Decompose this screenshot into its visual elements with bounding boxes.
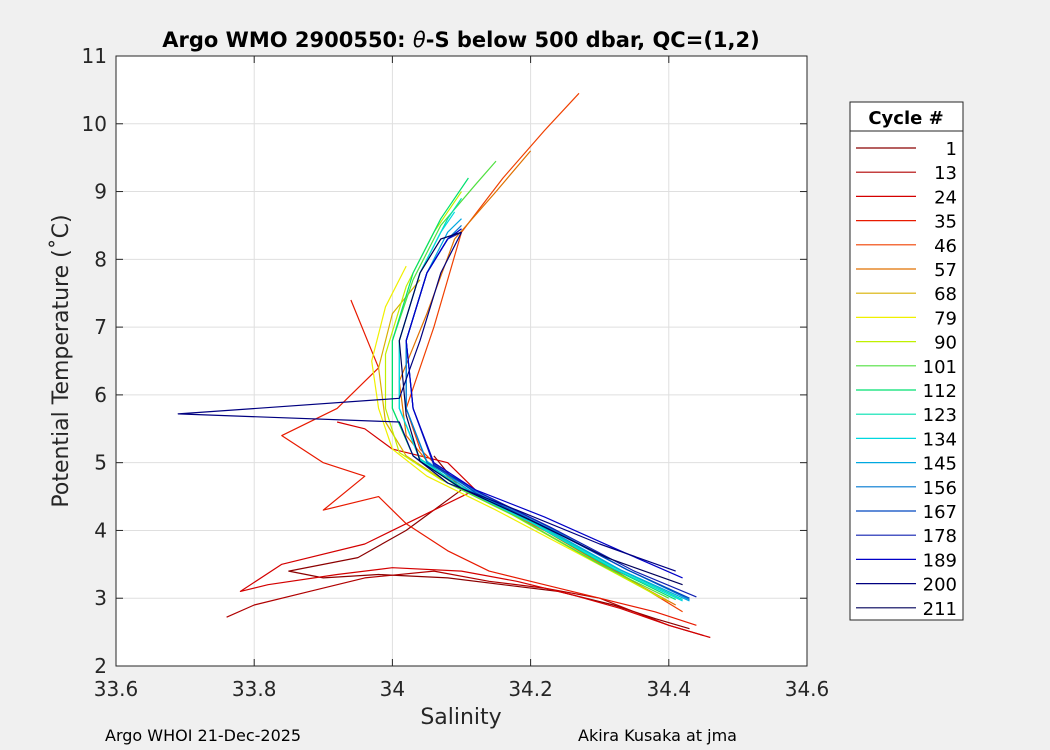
ticks — [115, 55, 808, 667]
legend-label: 79 — [934, 308, 957, 329]
legend-label: 13 — [934, 163, 957, 184]
series-line-cycle-200 — [177, 231, 676, 572]
x-tick-label: 34 — [380, 677, 405, 701]
series-layer — [177, 92, 711, 639]
legend-label: 112 — [923, 381, 957, 402]
legend-label: 178 — [923, 526, 957, 547]
series-line-cycle-57 — [398, 150, 676, 606]
legend-box — [849, 101, 964, 621]
series-line-cycle-79 — [371, 265, 663, 599]
footer-left: Argo WHOI 21-Dec-2025 — [105, 726, 301, 745]
y-tick-label: 9 — [94, 180, 107, 204]
plot-frame — [115, 55, 808, 667]
chart-title: Argo WMO 2900550: θ-S below 500 dbar, QC… — [162, 28, 759, 52]
legend-label: 35 — [934, 212, 957, 233]
legend-label: 101 — [923, 357, 957, 378]
legend-label: 200 — [923, 575, 957, 596]
legend-label: 46 — [934, 236, 957, 257]
footer-right: Akira Kusaka at jma — [578, 726, 737, 745]
y-tick-label: 4 — [94, 518, 107, 542]
legend-label: 156 — [923, 478, 957, 499]
legend-label: 145 — [923, 454, 957, 475]
series-line-cycle-134 — [398, 211, 683, 602]
legend-label: 24 — [934, 187, 957, 208]
y-tick-label: 5 — [94, 451, 107, 475]
chart-title-prefix: Argo WMO 2900550: — [162, 28, 413, 52]
series-line-cycle-189 — [405, 228, 683, 579]
x-tick-label: 34.4 — [647, 677, 692, 701]
y-tick-label: 3 — [94, 586, 107, 610]
series-line-cycle-13 — [226, 570, 704, 637]
x-tick-label: 33.8 — [232, 677, 277, 701]
legend-label: 1 — [946, 139, 957, 160]
legend: Cycle # 1 13 24 35 46 57 68 79 90 101 112 123 134 145… — [849, 101, 964, 621]
x-tick-label: 33.6 — [94, 677, 139, 701]
chart-title-theta: θ — [413, 28, 426, 52]
y-tick-label: 11 — [82, 44, 107, 68]
legend-title: Cycle # — [868, 108, 943, 129]
y-axis-label: Potential Temperature (˚C) — [49, 214, 74, 507]
series-line-cycle-211 — [398, 231, 683, 586]
y-tick-label: 7 — [94, 315, 107, 339]
legend-label: 167 — [923, 502, 957, 523]
legend-label: 134 — [923, 429, 957, 450]
y-tick-label: 8 — [94, 247, 107, 271]
series-line-cycle-35 — [281, 299, 697, 626]
x-axis-label: Salinity — [420, 705, 501, 730]
legend-label: 123 — [923, 405, 957, 426]
legend-label: 57 — [934, 260, 957, 281]
legend-label: 211 — [923, 599, 957, 620]
series-line-cycle-24 — [239, 421, 711, 639]
y-tick-label: 6 — [94, 383, 107, 407]
series-line-cycle-1 — [288, 455, 690, 630]
legend-entries: 1 13 24 35 46 57 68 79 90 101 112 123 134 145 156 167 17… — [856, 139, 957, 620]
x-tick-label: 34.2 — [508, 677, 553, 701]
plot-area — [116, 56, 807, 666]
y-tick-label: 2 — [94, 654, 107, 678]
x-tick-label: 34.6 — [785, 677, 830, 701]
legend-label: 189 — [923, 550, 957, 571]
y-tick-label: 10 — [82, 112, 107, 136]
chart-title-suffix: -S below 500 dbar, QC=(1,2) — [426, 28, 760, 52]
legend-label: 90 — [934, 333, 957, 354]
legend-label: 68 — [934, 284, 957, 305]
